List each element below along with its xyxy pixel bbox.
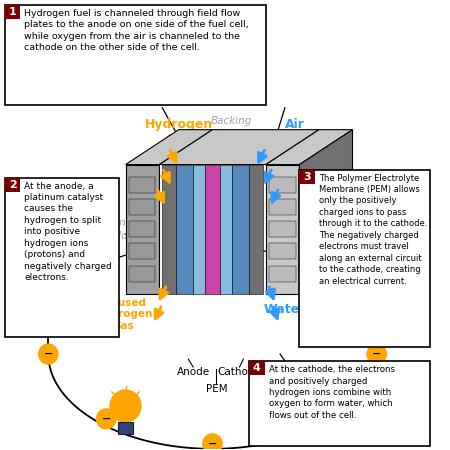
Text: Unused
Hydrogen
Gas: Unused Hydrogen Gas	[95, 297, 152, 331]
Text: −: −	[319, 409, 328, 419]
Circle shape	[367, 299, 387, 319]
Circle shape	[203, 434, 222, 450]
Polygon shape	[130, 243, 156, 259]
Text: −: −	[208, 439, 217, 449]
Polygon shape	[232, 165, 249, 294]
Text: 4: 4	[253, 363, 261, 373]
Circle shape	[39, 344, 58, 364]
FancyBboxPatch shape	[5, 178, 119, 337]
Text: Oxygen
Flow Field: Oxygen Flow Field	[320, 206, 372, 229]
Text: PEM: PEM	[206, 384, 227, 394]
Polygon shape	[270, 176, 296, 193]
Polygon shape	[176, 165, 193, 294]
Bar	[249, 361, 265, 375]
FancyBboxPatch shape	[5, 5, 265, 105]
Text: Cathode: Cathode	[218, 367, 261, 377]
Text: −: −	[44, 304, 53, 314]
Text: 3: 3	[303, 171, 311, 181]
Polygon shape	[130, 199, 156, 216]
Bar	[5, 178, 20, 192]
Polygon shape	[299, 130, 352, 294]
FancyBboxPatch shape	[299, 170, 430, 347]
Polygon shape	[126, 165, 159, 294]
Text: The Polymer Electrolyte
Membrane (PEM) allows
only the positively
charged ions t: The Polymer Electrolyte Membrane (PEM) a…	[319, 174, 427, 286]
Text: −: −	[102, 414, 111, 424]
Polygon shape	[270, 243, 296, 259]
Text: Air
(oxygen): Air (oxygen)	[263, 117, 326, 146]
Bar	[118, 422, 133, 434]
Polygon shape	[205, 165, 220, 294]
Text: At the cathode, the electrons
and positively charged
hydrogen ions combine with
: At the cathode, the electrons and positi…	[269, 365, 395, 420]
Polygon shape	[266, 165, 299, 294]
Text: −: −	[44, 349, 53, 359]
Text: Water: Water	[264, 303, 306, 316]
Bar	[299, 170, 315, 184]
Text: Backing
Layers: Backing Layers	[211, 117, 252, 139]
Text: Hydrogen fuel is channeled through field flow
plates to the anode on one side of: Hydrogen fuel is channeled through field…	[24, 9, 249, 52]
Circle shape	[97, 409, 116, 429]
Text: 1: 1	[9, 7, 17, 17]
Text: −: −	[372, 349, 381, 359]
Circle shape	[110, 390, 141, 422]
Text: Hydrogen
Gas: Hydrogen Gas	[144, 117, 213, 146]
Text: 2: 2	[9, 180, 17, 189]
Text: Hydrogen
Flow Field: Hydrogen Flow Field	[76, 218, 127, 241]
Polygon shape	[130, 176, 156, 193]
FancyBboxPatch shape	[249, 361, 430, 446]
Polygon shape	[162, 165, 176, 294]
Polygon shape	[266, 130, 352, 165]
Polygon shape	[130, 221, 156, 238]
Polygon shape	[220, 165, 232, 294]
Text: At the anode, a
platinum catalyst
causes the
hydrogen to split
into positive
hyd: At the anode, a platinum catalyst causes…	[24, 181, 112, 282]
Polygon shape	[159, 130, 319, 165]
Polygon shape	[126, 130, 212, 165]
Polygon shape	[130, 266, 156, 282]
Polygon shape	[270, 199, 296, 216]
Text: −: −	[372, 304, 381, 314]
Bar	[5, 5, 20, 19]
Circle shape	[314, 404, 333, 424]
Polygon shape	[270, 221, 296, 238]
Text: Anode: Anode	[176, 367, 210, 377]
Circle shape	[367, 344, 387, 364]
Polygon shape	[193, 165, 205, 294]
Circle shape	[39, 299, 58, 319]
Polygon shape	[270, 266, 296, 282]
Polygon shape	[249, 165, 263, 294]
